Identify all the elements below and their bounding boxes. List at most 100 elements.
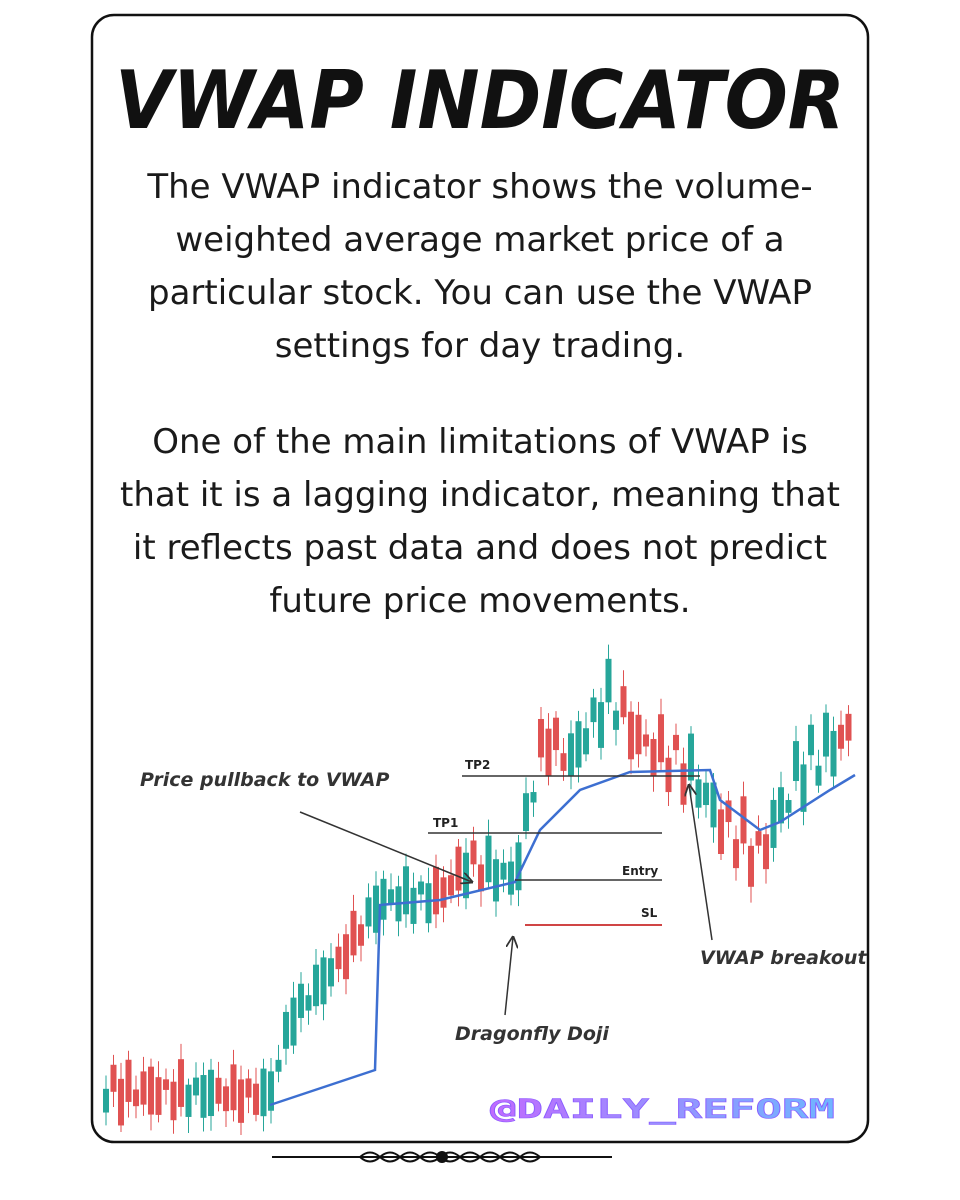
paragraph-line: One of the main limitations of VWAP is [152, 422, 808, 462]
candle [463, 852, 469, 899]
candle [815, 765, 822, 786]
candle [560, 753, 567, 771]
candle [320, 957, 327, 1005]
candle [418, 881, 424, 895]
candle [305, 995, 312, 1011]
candle [778, 787, 784, 824]
paragraph-line: settings for day trading. [275, 326, 685, 366]
candle [530, 792, 537, 803]
candle [725, 800, 732, 823]
annotation: SL [641, 906, 658, 920]
candle [785, 800, 792, 813]
candle [268, 1071, 274, 1111]
candle [290, 997, 297, 1046]
candle [335, 946, 342, 970]
candle [433, 866, 439, 915]
arrow [504, 937, 513, 1016]
candle [388, 889, 394, 904]
card-border [90, 13, 870, 1144]
candle [680, 763, 687, 805]
candle [350, 910, 357, 956]
candle [200, 1075, 207, 1118]
candle [223, 1086, 229, 1112]
candle [718, 809, 724, 854]
candle [103, 1088, 109, 1113]
candle [515, 842, 522, 891]
candle [178, 1059, 184, 1107]
candle [545, 728, 552, 777]
candle [155, 1077, 162, 1115]
candle [410, 887, 417, 924]
annotations: Price pullback to VWAP TP2 TP1 Entry SL … [140, 758, 867, 1125]
candle [823, 712, 829, 757]
candle [695, 779, 702, 808]
candle [665, 757, 672, 793]
candle [283, 1011, 289, 1049]
paragraph-line: it reflects past data and does not predi… [133, 528, 827, 568]
candle [793, 741, 799, 782]
candle [275, 1059, 282, 1072]
candle [208, 1069, 214, 1117]
candle [470, 840, 477, 865]
candle [500, 862, 507, 880]
paragraph-line: weighted average market price of a [175, 220, 784, 260]
annotation: Dragonfly Doji [455, 1023, 609, 1045]
annotation: Entry [622, 864, 658, 878]
candle [403, 866, 409, 915]
candle [553, 717, 559, 751]
paragraph-line: that it is a lagging indicator, meaning … [120, 475, 840, 515]
candle [163, 1079, 169, 1090]
candle [148, 1066, 154, 1115]
candle [455, 846, 462, 891]
candle [440, 877, 447, 908]
candle [845, 713, 852, 741]
candle [215, 1077, 222, 1104]
annotation: TP1 [433, 816, 458, 830]
candle [493, 859, 499, 902]
candle [620, 686, 627, 718]
candle [328, 958, 334, 987]
candle [838, 724, 844, 749]
candle [710, 782, 717, 828]
candle [583, 728, 589, 755]
candle [185, 1084, 192, 1117]
candle [125, 1059, 132, 1102]
candle [650, 738, 657, 776]
chart-illustration [103, 644, 856, 1136]
candle [313, 964, 319, 1007]
candle [755, 831, 762, 846]
candle [643, 734, 649, 747]
candle [298, 983, 304, 1018]
paragraph-line: future price movements. [269, 581, 690, 621]
candle [688, 733, 694, 781]
candle [568, 733, 574, 777]
candle [425, 883, 432, 924]
candle [590, 697, 597, 723]
candle [658, 714, 664, 763]
candle [373, 885, 379, 933]
candle [613, 710, 619, 730]
candle [238, 1079, 244, 1123]
candle [800, 764, 807, 812]
candle [343, 934, 349, 980]
candle [808, 724, 814, 756]
candle [830, 730, 837, 777]
paragraph-line: particular stock. You can use the VWAP [148, 273, 812, 313]
candle [485, 835, 492, 883]
candle [575, 721, 582, 768]
candle [133, 1089, 139, 1107]
paragraph-line: The VWAP indicator shows the volume- [146, 167, 812, 207]
ornament [272, 1151, 612, 1163]
candle [598, 702, 604, 748]
candle [118, 1078, 124, 1126]
candle [448, 875, 454, 896]
candle [508, 861, 514, 895]
candle [193, 1077, 199, 1096]
candle [673, 734, 679, 751]
candle [365, 897, 372, 927]
candle [140, 1071, 147, 1105]
candle [733, 839, 739, 869]
candle [523, 793, 529, 832]
annotation: TP2 [465, 758, 490, 772]
